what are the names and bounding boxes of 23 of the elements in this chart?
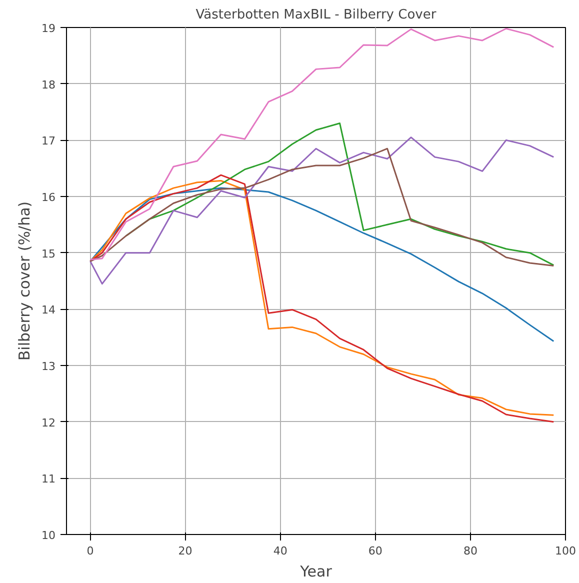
y-tick-label: 15 [42, 247, 56, 260]
line-series [90, 136, 554, 285]
y-tick-label: 11 [42, 472, 56, 486]
x-tick-label: 40 [273, 544, 288, 558]
x-tick-label: 80 [463, 544, 478, 558]
y-tick-label: 16 [42, 191, 56, 204]
x-tick-label: 100 [555, 544, 576, 558]
x-tick-label: 60 [368, 544, 382, 558]
x-tick-label: 0 [86, 544, 94, 558]
x-axis-title: Year [299, 562, 333, 580]
y-tick-label: 17 [42, 134, 56, 148]
y-tick-label: 10 [42, 529, 56, 542]
y-tick-label: 14 [42, 304, 56, 317]
y-tick-label: 18 [42, 78, 56, 92]
line-series [90, 148, 554, 267]
line-series [90, 28, 554, 260]
chart-title: Västerbotten MaxBIL - Bilberry Cover [196, 8, 437, 22]
x-tick-label: 20 [178, 544, 192, 558]
line-series [90, 187, 554, 342]
y-axis-title: Bilberry cover (%/ha) [16, 201, 34, 361]
y-tick-label: 13 [42, 360, 56, 373]
y-tick-label: 19 [42, 22, 56, 35]
y-tick-label: 12 [42, 416, 56, 430]
